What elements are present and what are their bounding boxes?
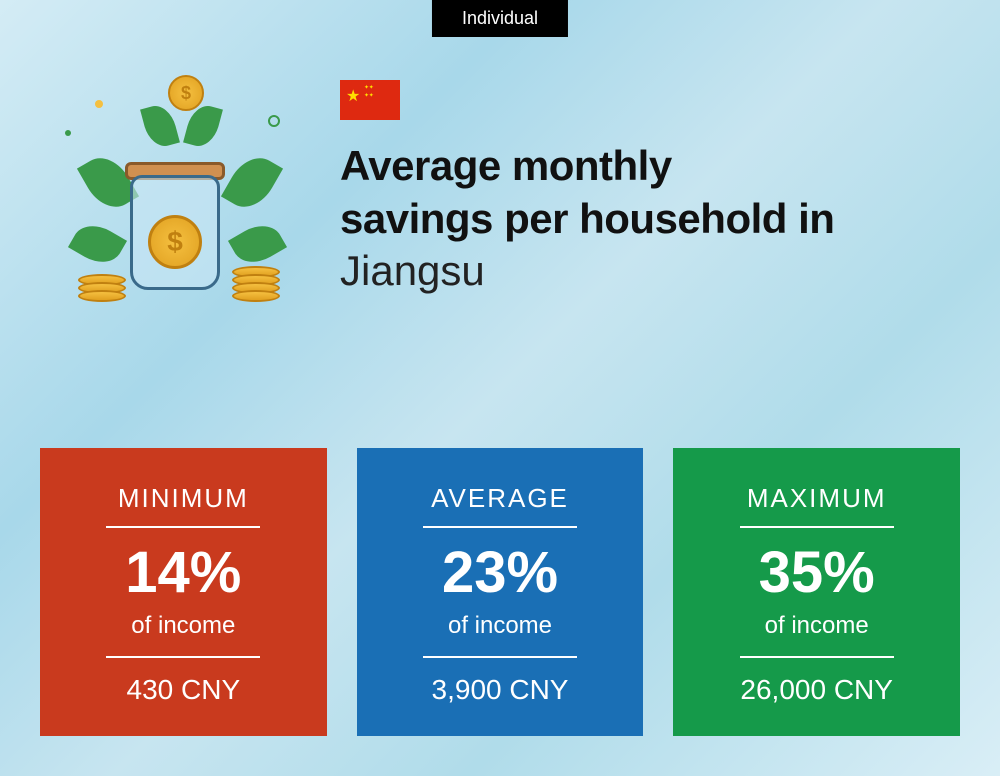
card-amount: 26,000 CNY [698, 674, 935, 706]
china-flag-icon [340, 80, 400, 120]
coin-stack-icon [78, 278, 126, 302]
circle-icon [268, 115, 280, 127]
title-region: Jiangsu [340, 245, 960, 298]
divider [423, 526, 577, 528]
card-maximum: MAXIMUM 35% of income 26,000 CNY [673, 448, 960, 736]
card-percent: 35% [698, 544, 935, 602]
leaf-icon [140, 102, 180, 150]
divider [740, 526, 894, 528]
leaf-icon [68, 217, 127, 271]
sparkle-icon [95, 100, 103, 108]
card-amount: 3,900 CNY [382, 674, 619, 706]
card-subtext: of income [382, 612, 619, 640]
dollar-coin-icon: $ [148, 215, 202, 269]
title-line-1: Average monthly [340, 140, 960, 193]
divider [423, 656, 577, 658]
divider [740, 656, 894, 658]
stat-cards: MINIMUM 14% of income 430 CNY AVERAGE 23… [40, 448, 960, 736]
title-line-2: savings per household in [340, 193, 960, 246]
card-minimum: MINIMUM 14% of income 430 CNY [40, 448, 327, 736]
card-subtext: of income [65, 612, 302, 640]
card-label: MAXIMUM [698, 483, 935, 514]
leaf-icon [228, 217, 287, 271]
card-average: AVERAGE 23% of income 3,900 CNY [357, 448, 644, 736]
divider [106, 526, 260, 528]
category-badge: Individual [432, 0, 568, 37]
title-block: Average monthly savings per household in… [340, 70, 960, 298]
header: $ $ Average monthly savings per househol… [40, 70, 960, 330]
card-label: AVERAGE [382, 483, 619, 514]
card-percent: 23% [382, 544, 619, 602]
coin-icon: $ [168, 75, 204, 111]
dot-icon [65, 130, 71, 136]
card-amount: 430 CNY [65, 674, 302, 706]
divider [106, 656, 260, 658]
coin-stack-icon [232, 270, 280, 302]
card-label: MINIMUM [65, 483, 302, 514]
savings-jar-illustration: $ $ [40, 70, 310, 330]
leaf-icon [221, 149, 283, 217]
card-percent: 14% [65, 544, 302, 602]
card-subtext: of income [698, 612, 935, 640]
